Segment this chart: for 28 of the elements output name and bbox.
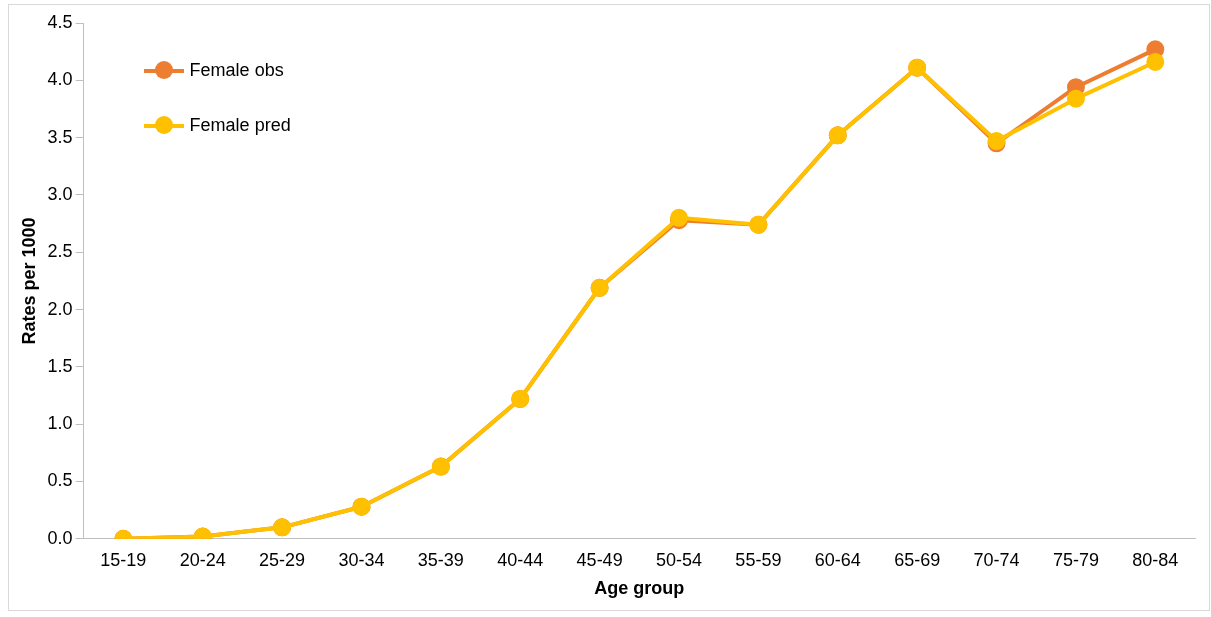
y-tick-label: 0.5 — [47, 470, 73, 491]
x-tick-label: 60-64 — [814, 549, 861, 570]
legend-label: Female obs — [189, 60, 284, 81]
y-tick-label: 0.0 — [47, 527, 73, 548]
x-tick-label: 30-34 — [338, 549, 385, 570]
x-tick-label: 50-54 — [655, 549, 703, 570]
y-tick-label: 4.5 — [47, 11, 73, 32]
x-tick-label: 65-69 — [894, 549, 941, 570]
y-tick-label: 1.0 — [47, 413, 73, 434]
y-tick-label: 1.5 — [47, 355, 73, 376]
x-tick-label: 25-29 — [259, 549, 306, 570]
y-axis-title: Rates per 1000 — [18, 217, 39, 345]
x-tick-label: 55-59 — [735, 549, 782, 570]
x-tick-label: 80-84 — [1132, 549, 1179, 570]
y-tick-label: 3.0 — [47, 183, 73, 204]
x-tick-label: 15-19 — [100, 549, 147, 570]
legend-label: Female pred — [189, 115, 291, 136]
y-tick-label: 3.5 — [47, 126, 73, 147]
y-tick-label: 4.0 — [47, 69, 73, 90]
x-tick-label: 75-79 — [1052, 549, 1099, 570]
x-tick-label: 40-44 — [497, 549, 544, 570]
y-tick-label: 2.5 — [47, 241, 73, 262]
x-tick-label: 35-39 — [417, 549, 464, 570]
x-tick-label: 45-49 — [576, 549, 623, 570]
y-tick-label: 2.0 — [47, 298, 73, 319]
x-tick-label: 70-74 — [973, 549, 1020, 570]
x-tick-label: 20-24 — [179, 549, 226, 570]
x-axis-title: Age group — [594, 578, 685, 599]
